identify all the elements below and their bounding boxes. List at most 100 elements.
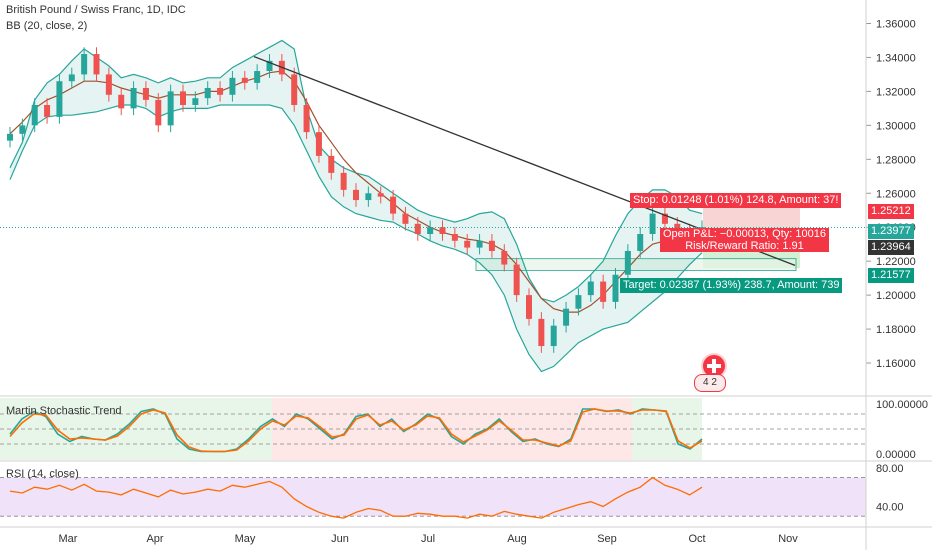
candle	[217, 88, 224, 95]
candle	[451, 234, 458, 241]
candle	[44, 104, 51, 117]
month-label: Mar	[59, 533, 78, 545]
target-label: Target: 0.02387 (1.93%) 238.7, Amount: 7…	[620, 278, 843, 293]
candle	[291, 74, 298, 105]
candle	[476, 240, 483, 248]
candle	[390, 196, 397, 214]
rsi-tick-label: 80.00	[876, 463, 904, 475]
rsi-title[interactable]: RSI (14, close)	[6, 468, 79, 480]
month-label: Sep	[597, 533, 617, 545]
price-pane[interactable]	[0, 39, 866, 373]
candle	[649, 213, 656, 234]
candle	[600, 281, 607, 302]
candle	[93, 54, 100, 75]
candle	[353, 189, 359, 201]
candle	[19, 125, 26, 134]
candle	[575, 295, 582, 309]
rsi-line	[9, 476, 703, 519]
month-label: May	[235, 533, 256, 545]
candle	[637, 234, 644, 251]
candle	[402, 213, 409, 224]
current-price-tag: 1.23977	[868, 224, 914, 239]
open-pnl-label: Open P&L: −0.00013, Qty: 10016 Risk/Rewa…	[660, 228, 829, 252]
month-label: Oct	[688, 533, 705, 545]
bb-indicator-label[interactable]: BB (20, close, 2)	[6, 20, 88, 32]
month-label: Jul	[421, 533, 435, 545]
stop-zone	[703, 206, 800, 228]
candle	[155, 99, 162, 126]
candle	[439, 227, 446, 234]
candle	[130, 88, 137, 109]
candle	[377, 193, 384, 197]
price-tick-label: 1.22000	[876, 256, 916, 268]
rsi-band	[0, 477, 866, 517]
bb-basis-line	[9, 70, 703, 313]
bb-lower-line	[9, 104, 703, 373]
candle	[501, 250, 508, 265]
price-tick-label: 1.36000	[876, 18, 916, 30]
candle	[612, 274, 619, 302]
candle	[550, 325, 557, 347]
candle	[587, 281, 594, 296]
candle	[68, 74, 75, 82]
price-tick-label: 1.18000	[876, 324, 916, 336]
candle	[56, 81, 63, 117]
candle	[266, 60, 273, 72]
month-label: Jun	[331, 533, 349, 545]
month-label: Nov	[778, 533, 798, 545]
candle	[105, 74, 112, 95]
open-pnl-text: Open P&L: −0.00013, Qty: 10016	[663, 228, 826, 240]
candle	[142, 88, 149, 100]
candle	[204, 88, 211, 99]
candle	[167, 91, 174, 126]
target-price-tag: 1.21577	[868, 268, 914, 283]
stoch-tick-label: 100.00000	[876, 399, 928, 411]
candle	[674, 223, 681, 231]
candle	[303, 104, 310, 133]
candle	[7, 133, 13, 141]
stochastic-pane[interactable]	[0, 398, 866, 460]
risk-reward-text: Risk/Reward Ratio: 1.91	[685, 240, 804, 252]
candle	[81, 54, 88, 75]
candle	[31, 104, 38, 126]
stoch-line	[9, 408, 703, 453]
candle	[563, 308, 570, 326]
stochastic-title[interactable]: Martin Stochastic Trend	[6, 405, 122, 417]
candle	[513, 264, 520, 296]
candle	[464, 240, 471, 248]
candle	[414, 223, 421, 234]
candle	[315, 132, 322, 156]
candle	[118, 94, 125, 109]
stop-label: Stop: 0.01248 (1.01%) 124.8, Amount: 37!	[630, 193, 842, 208]
price-tick-label: 1.32000	[876, 86, 916, 98]
candle	[328, 155, 335, 173]
candle	[241, 77, 248, 83]
price-tick-label: 1.20000	[876, 290, 916, 302]
rsi-pane[interactable]	[0, 476, 866, 519]
month-label: Apr	[146, 533, 163, 545]
candle	[340, 172, 347, 190]
candle	[488, 240, 495, 251]
stoch-tick-label: 0.00000	[876, 449, 916, 461]
candle	[180, 91, 186, 105]
candle	[192, 98, 199, 105]
candle	[427, 227, 434, 234]
price-tick-label: 1.28000	[876, 154, 916, 166]
candle	[229, 77, 236, 95]
month-label: Aug	[507, 533, 527, 545]
symbol-title[interactable]: British Pound / Swiss Franc, 1D, IDC	[6, 4, 186, 16]
price-tick-label: 1.30000	[876, 120, 916, 132]
stop-price-tag: 1.25212	[868, 204, 914, 219]
candle	[661, 213, 668, 224]
last-price-tag: 1.23964	[868, 240, 914, 255]
price-tick-label: 1.26000	[876, 188, 916, 200]
price-tick-label: 1.16000	[876, 358, 916, 370]
candle	[538, 318, 545, 347]
candle	[526, 295, 532, 319]
event-badge[interactable]: 4 2	[694, 374, 726, 392]
price-tick-label: 1.34000	[876, 52, 916, 64]
rsi-tick-label: 40.00	[876, 502, 904, 514]
candle	[254, 71, 261, 83]
stoch-line	[9, 408, 703, 453]
